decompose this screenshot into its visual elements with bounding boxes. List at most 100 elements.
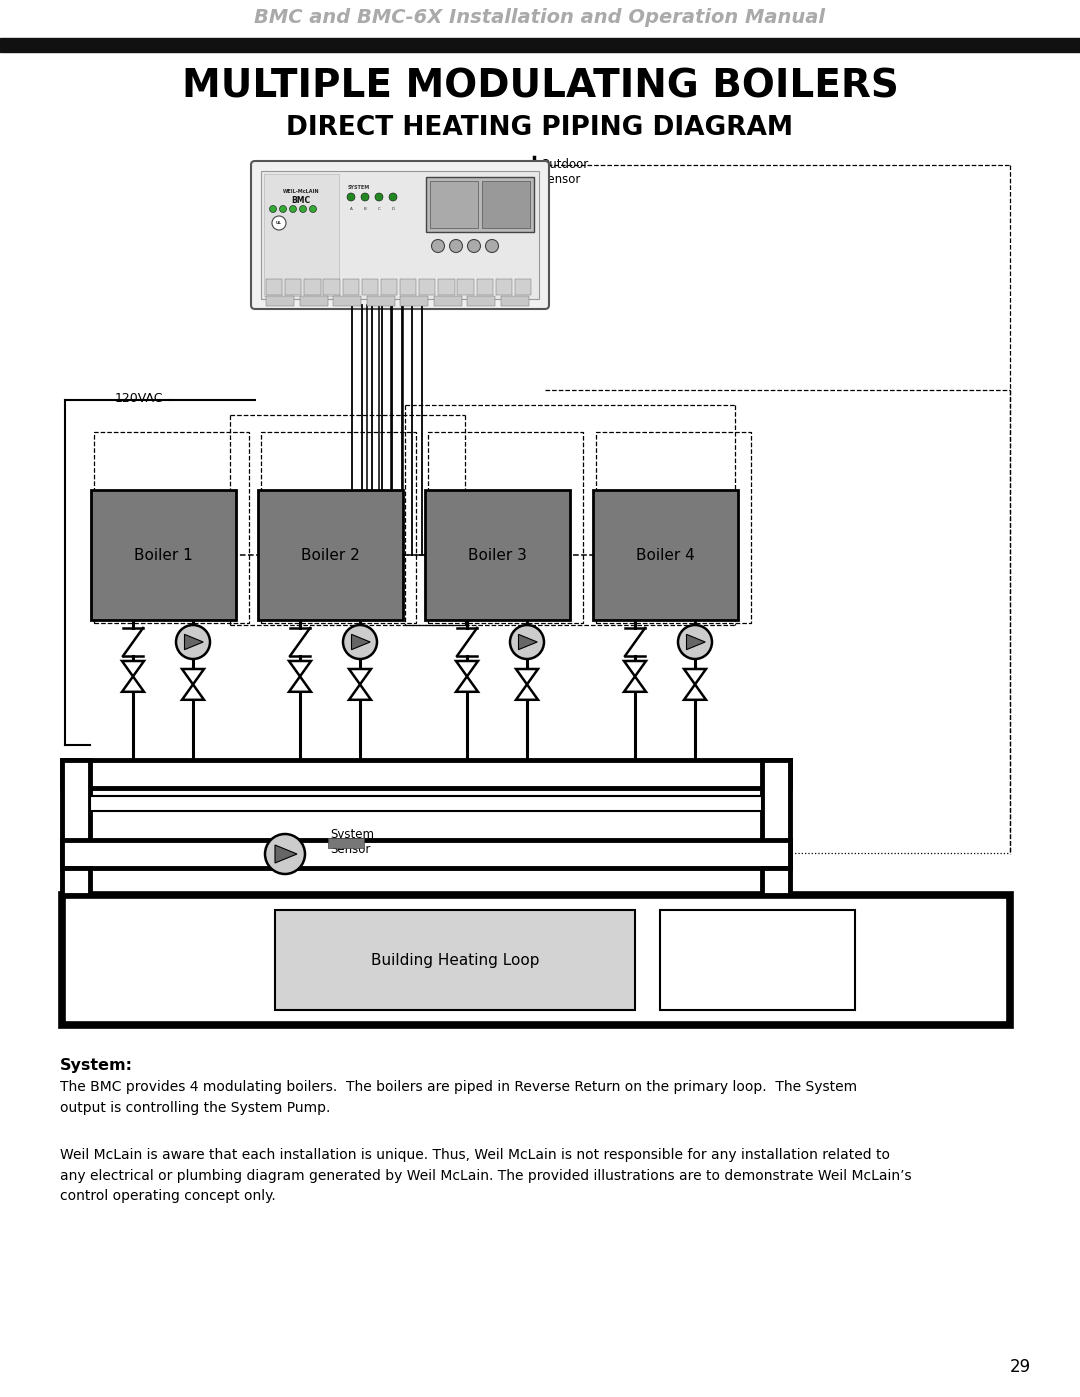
Polygon shape [275, 845, 297, 863]
Bar [400, 296, 429, 306]
Polygon shape [516, 685, 538, 700]
Bar [266, 279, 282, 295]
Text: BMC: BMC [292, 196, 311, 205]
Bar [299, 296, 328, 306]
Circle shape [299, 205, 307, 212]
Bar [433, 296, 462, 306]
Polygon shape [684, 685, 706, 700]
Bar [381, 279, 397, 295]
Bar [323, 279, 340, 295]
Bar [438, 279, 455, 295]
Text: A: A [350, 207, 352, 211]
Bar [261, 432, 416, 623]
Circle shape [449, 239, 462, 253]
Circle shape [280, 205, 286, 212]
Polygon shape [349, 685, 372, 700]
Circle shape [289, 205, 297, 212]
Bar [400, 279, 416, 295]
Text: Boiler 3: Boiler 3 [468, 548, 526, 563]
Bar [426, 490, 570, 620]
Polygon shape [456, 676, 478, 692]
Bar [500, 296, 529, 306]
Bar [419, 279, 435, 295]
Polygon shape [185, 634, 203, 650]
Circle shape [389, 193, 397, 201]
Text: System
Sensor: System Sensor [330, 828, 374, 856]
Bar [261, 170, 539, 299]
Text: WEIL-McLAIN: WEIL-McLAIN [283, 189, 320, 194]
Polygon shape [183, 685, 204, 700]
Bar [426, 177, 534, 232]
Text: D: D [391, 207, 394, 211]
FancyBboxPatch shape [251, 161, 549, 309]
Bar [264, 175, 339, 296]
Text: 29: 29 [1010, 1358, 1030, 1376]
Bar [90, 796, 762, 812]
Polygon shape [122, 661, 144, 676]
Text: DIRECT HEATING PIPING DIAGRAM: DIRECT HEATING PIPING DIAGRAM [286, 115, 794, 141]
Polygon shape [349, 669, 372, 685]
Bar [91, 490, 237, 620]
Text: UL: UL [276, 221, 282, 225]
Bar [94, 432, 249, 623]
Polygon shape [624, 661, 646, 676]
Text: Outdoor
Sensor: Outdoor Sensor [540, 158, 589, 186]
Bar [467, 296, 496, 306]
Bar [660, 909, 855, 1010]
Text: B: B [364, 207, 366, 211]
Text: SYSTEM: SYSTEM [348, 184, 370, 190]
Text: C: C [378, 207, 380, 211]
Circle shape [343, 624, 377, 659]
Text: Boiler 1: Boiler 1 [134, 548, 192, 563]
Bar [285, 279, 301, 295]
Polygon shape [684, 669, 706, 685]
Polygon shape [456, 661, 478, 676]
Bar [362, 279, 378, 295]
Polygon shape [624, 676, 646, 692]
Circle shape [375, 193, 383, 201]
Circle shape [272, 217, 286, 231]
Circle shape [176, 624, 210, 659]
Bar [593, 490, 738, 620]
Circle shape [265, 834, 305, 875]
Bar [762, 760, 789, 868]
Text: The BMC provides 4 modulating boilers.  The boilers are piped in Reverse Return : The BMC provides 4 modulating boilers. T… [60, 1080, 858, 1115]
Bar [428, 432, 583, 623]
Bar [366, 296, 395, 306]
Circle shape [347, 193, 355, 201]
Bar [342, 279, 359, 295]
Circle shape [510, 624, 544, 659]
Bar [62, 895, 1010, 1025]
Text: Boiler 2: Boiler 2 [300, 548, 360, 563]
Bar [458, 279, 474, 295]
Bar [62, 760, 90, 868]
Text: System:: System: [60, 1058, 133, 1073]
Polygon shape [516, 669, 538, 685]
Bar [482, 182, 530, 228]
Bar [62, 760, 789, 788]
Text: BMC and BMC-6X Installation and Operation Manual: BMC and BMC-6X Installation and Operatio… [255, 8, 825, 27]
Bar [430, 182, 478, 228]
Text: MULTIPLE MODULATING BOILERS: MULTIPLE MODULATING BOILERS [181, 67, 899, 105]
Text: 120VAC: 120VAC [114, 391, 163, 405]
Bar [62, 868, 90, 895]
Polygon shape [687, 634, 705, 650]
Bar [328, 838, 364, 848]
Circle shape [310, 205, 316, 212]
Bar [275, 909, 635, 1010]
Circle shape [361, 193, 369, 201]
Bar [333, 296, 362, 306]
Polygon shape [289, 676, 311, 692]
Bar [305, 279, 321, 295]
Polygon shape [122, 676, 144, 692]
Polygon shape [183, 669, 204, 685]
Bar [496, 279, 512, 295]
Polygon shape [518, 634, 537, 650]
Polygon shape [351, 634, 370, 650]
Bar [0, 38, 1080, 52]
Bar [62, 840, 789, 868]
Bar [596, 432, 751, 623]
Bar [258, 490, 403, 620]
Bar [515, 279, 531, 295]
Bar [266, 296, 295, 306]
